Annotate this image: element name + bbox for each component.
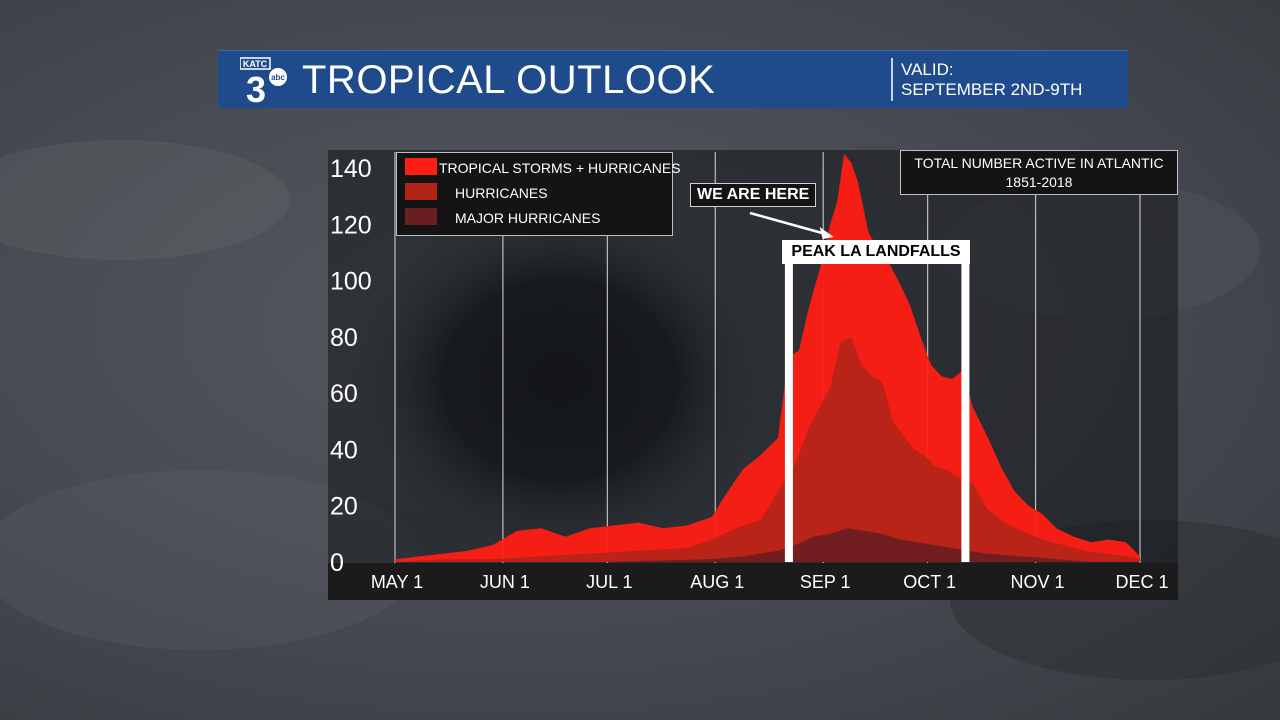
x-axis-bar bbox=[328, 563, 1178, 600]
chart-caption-box: TOTAL NUMBER ACTIVE IN ATLANTIC 1851-201… bbox=[900, 150, 1178, 195]
x-tick-label-aug-1: AUG 1 bbox=[690, 572, 744, 592]
y-tick-label-80: 80 bbox=[330, 324, 358, 352]
svg-text:abc: abc bbox=[271, 73, 285, 82]
svg-text:KATC: KATC bbox=[243, 59, 268, 69]
legend-swatch-tropical bbox=[405, 158, 437, 175]
peak-landfalls-label: PEAK LA LANDFALLS bbox=[782, 240, 970, 264]
divider bbox=[891, 58, 893, 101]
series-area-major bbox=[395, 528, 1140, 562]
x-tick-label-dec-1: DEC 1 bbox=[1115, 572, 1168, 592]
valid-label: VALID: bbox=[901, 60, 954, 79]
valid-range: SEPTEMBER 2ND-9TH bbox=[901, 80, 1083, 99]
x-tick-label-sep-1: SEP 1 bbox=[800, 572, 851, 592]
x-tick-label-nov-1: NOV 1 bbox=[1011, 572, 1065, 592]
y-tick-label-20: 20 bbox=[330, 493, 358, 521]
y-tick-label-0: 0 bbox=[330, 549, 344, 577]
y-tick-label-40: 40 bbox=[330, 436, 358, 464]
legend-item-tropical: TROPICAL STORMS + HURRICANES bbox=[397, 158, 681, 178]
x-tick-label-jun-1: JUN 1 bbox=[480, 572, 530, 592]
legend-item-hurricanes: HURRICANES bbox=[397, 183, 672, 203]
y-tick-label-120: 120 bbox=[330, 211, 372, 239]
we-are-here-arrow-line bbox=[749, 211, 826, 236]
legend: TROPICAL STORMS + HURRICANES HURRICANES … bbox=[396, 152, 681, 236]
we-are-here-arrowhead bbox=[819, 227, 834, 239]
page-title: TROPICAL OUTLOOK bbox=[302, 58, 716, 102]
legend-label-hurricanes: HURRICANES bbox=[455, 185, 548, 201]
y-tick-label-100: 100 bbox=[330, 268, 372, 296]
legend-label-tropical: TROPICAL STORMS + HURRICANES bbox=[439, 160, 681, 176]
series-area-tropical bbox=[395, 153, 1140, 562]
station-logo: KATC 3 abc bbox=[240, 57, 287, 105]
y-tick-label-60: 60 bbox=[330, 380, 358, 408]
legend-label-major: MAJOR HURRICANES bbox=[455, 210, 601, 226]
title-banner: KATC 3 abc TROPICAL OUTLOOK VALID: SEPTE… bbox=[218, 50, 1128, 108]
legend-item-major: MAJOR HURRICANES bbox=[397, 208, 672, 228]
legend-swatch-hurricanes bbox=[405, 183, 437, 200]
we-are-here-label: WE ARE HERE bbox=[690, 183, 817, 207]
caption-line2: 1851-2018 bbox=[1005, 174, 1073, 190]
svg-text:3: 3 bbox=[246, 69, 266, 105]
caption-line1: TOTAL NUMBER ACTIVE IN ATLANTIC bbox=[914, 155, 1164, 171]
legend-swatch-major bbox=[405, 208, 437, 225]
x-tick-label-jul-1: JUL 1 bbox=[586, 572, 632, 592]
x-tick-label-may-1: MAY 1 bbox=[371, 572, 423, 592]
valid-dates: VALID: SEPTEMBER 2ND-9TH bbox=[901, 60, 1082, 100]
y-tick-label-140: 140 bbox=[330, 155, 372, 183]
series-area-hurricanes bbox=[395, 336, 1140, 562]
x-tick-label-oct-1: OCT 1 bbox=[903, 572, 956, 592]
